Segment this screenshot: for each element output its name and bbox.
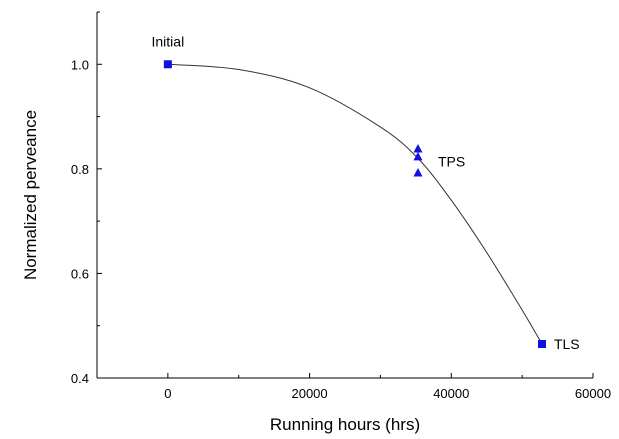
- x-tick-label: 40000: [433, 386, 469, 401]
- data-point-square: [537, 340, 546, 349]
- x-tick-label: 0: [164, 386, 171, 401]
- data-point-triangle: [413, 151, 423, 161]
- fit-curve: [167, 63, 543, 345]
- x-axis-title: Running hours (hrs): [270, 415, 420, 434]
- y-axis-title: Normalized perveance: [21, 110, 40, 280]
- annotations: Initial TPS TLS: [152, 33, 580, 352]
- annotation-label: TPS: [438, 153, 465, 169]
- data-point-triangle: [413, 143, 423, 153]
- data-point-square: [163, 60, 172, 69]
- y-tick-label: 0.4: [71, 371, 89, 386]
- x-tick-label: 20000: [291, 386, 327, 401]
- x-tick-label: 60000: [575, 386, 611, 401]
- annotation-label: Initial: [152, 33, 185, 49]
- data-markers: [163, 60, 546, 349]
- y-tick-label: 0.8: [71, 162, 89, 177]
- plot-area: [96, 12, 593, 379]
- annotation-label: TLS: [554, 336, 580, 352]
- x-axis-ticks: 0 20000 40000 60000: [96, 373, 611, 401]
- y-axis-ticks: 0.4 0.6 0.8 1.0: [71, 11, 102, 386]
- y-tick-label: 1.0: [71, 57, 89, 72]
- y-tick-label: 0.6: [71, 266, 89, 281]
- data-point-triangle: [413, 168, 423, 177]
